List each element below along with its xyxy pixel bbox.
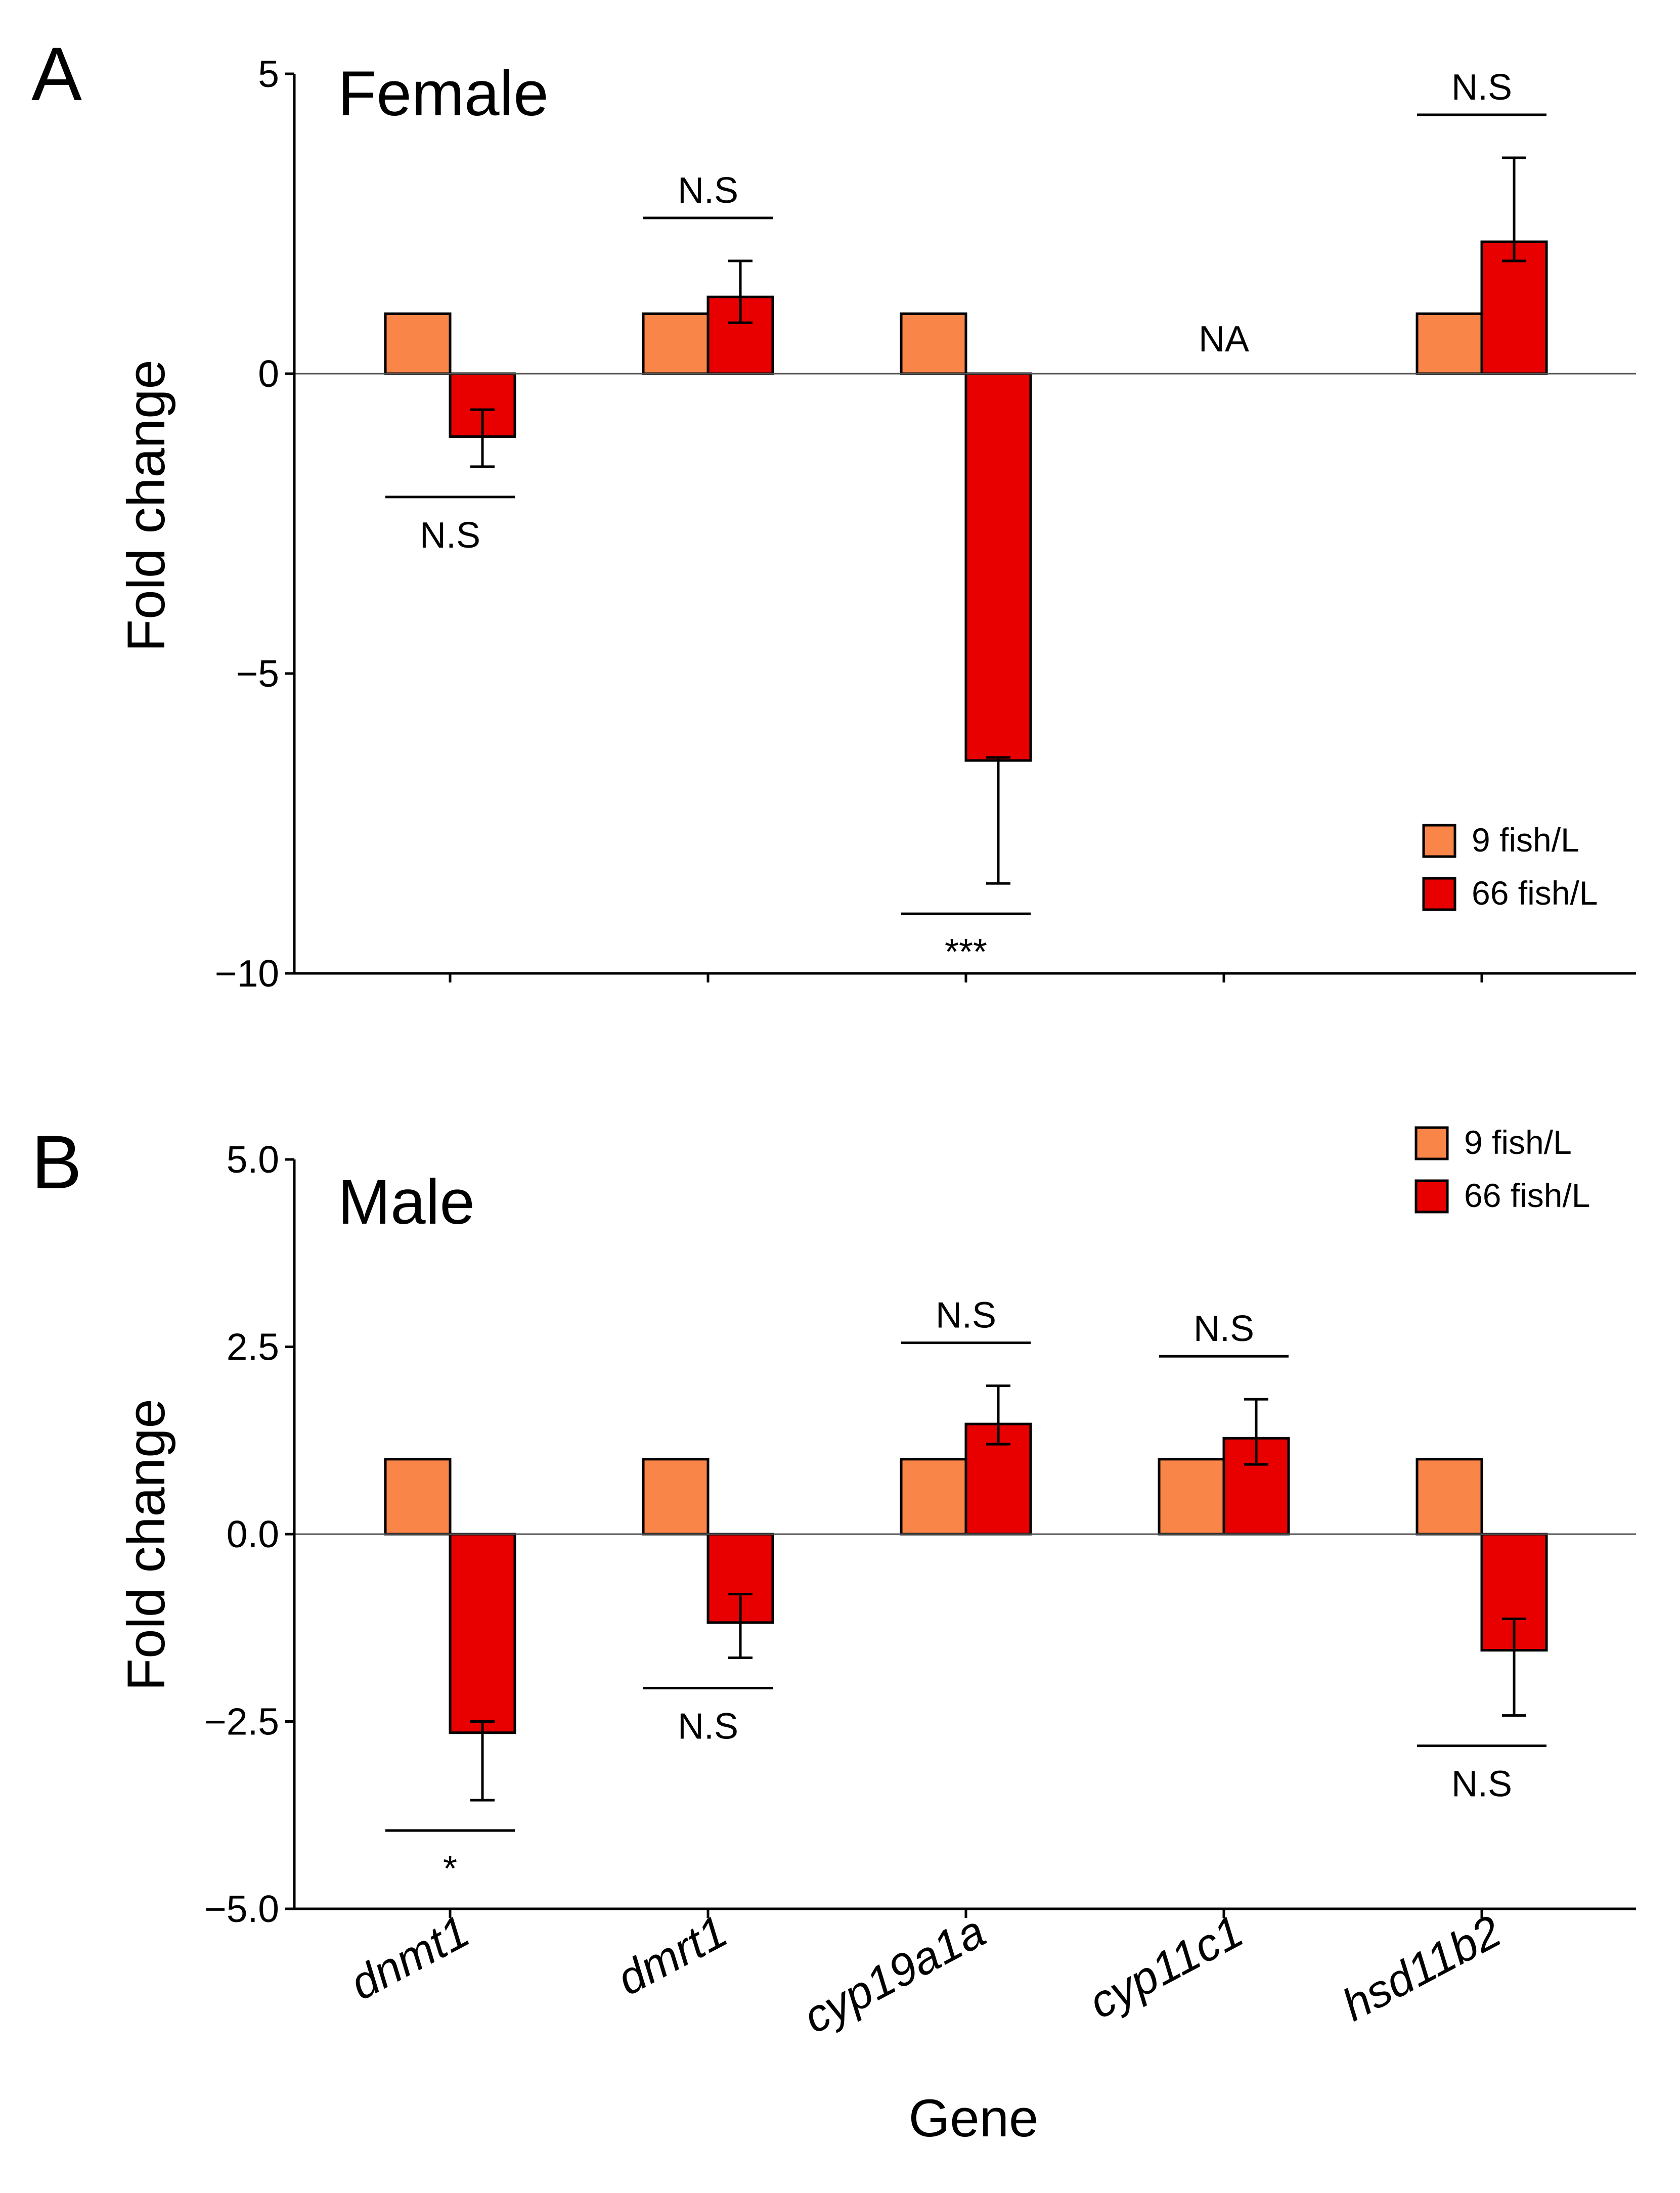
- na-label: NA: [1199, 319, 1249, 360]
- x-axis-label: Gene: [909, 2089, 1039, 2148]
- y-tick-label: −2.5: [204, 1700, 279, 1743]
- panel-title: Male: [338, 1167, 475, 1237]
- significance-label-dnmt1: *: [443, 1849, 457, 1889]
- significance-label-dmrt1: N.S: [678, 1707, 738, 1747]
- x-tick-label-cyp19a1a: cyp19a1a: [795, 1906, 994, 2043]
- bar-cyp11c1-low-density: [1158, 1458, 1225, 1536]
- error-bars: [470, 1384, 1526, 1802]
- y-tick-label: −5: [236, 652, 279, 695]
- bar-dmrt1-low-density: [642, 1458, 710, 1536]
- x-tick-label-dmrt1: dmrt1: [609, 1906, 735, 2005]
- legend-label: 66 fish/L: [1472, 874, 1598, 912]
- legend-swatch-high-density: [1422, 877, 1456, 911]
- y-tick-label: 2.5: [227, 1326, 279, 1368]
- panel-b-male: B Male Fold change 5.0 2.5 0.0 −2.5 −5.0 * N.…: [31, 1120, 1636, 1930]
- panel-a-female: A Female Fold change 5 0 −5 −10 N.S N.S *** NA…: [31, 31, 1636, 995]
- x-tick-label-hsd11b2: hsd11b2: [1334, 1906, 1509, 2031]
- legend: 9 fish/L 66 fish/L: [1422, 821, 1598, 912]
- significance-label-cyp19a1a: N.S: [936, 1295, 996, 1336]
- error-bars: [470, 156, 1526, 885]
- y-tick-label: −5.0: [204, 1888, 279, 1930]
- x-tick-label-cyp11c1: cyp11c1: [1081, 1906, 1251, 2029]
- significance-label-hsd11b2: N.S: [1451, 1764, 1512, 1805]
- x-ticks: [449, 1909, 1483, 1918]
- legend-label: 9 fish/L: [1464, 1124, 1572, 1161]
- bar-dnmt1-high-density: [449, 1533, 516, 1734]
- panel-letter: B: [31, 1120, 82, 1204]
- significance-label-dmrt1: N.S: [678, 170, 738, 211]
- bar-dnmt1-low-density: [384, 1458, 452, 1536]
- y-axis-label: Fold change: [117, 360, 176, 652]
- x-tick-label-dnmt1: dnmt1: [342, 1906, 478, 2010]
- panel-letter: A: [31, 31, 82, 116]
- y-tick-label: 0: [258, 352, 279, 395]
- y-tick-label: −10: [215, 952, 279, 995]
- y-axis-label: Fold change: [117, 1399, 176, 1691]
- significance-label-cyp19a1a: ***: [945, 932, 987, 972]
- bar-cyp19a1a-low-density: [900, 1458, 967, 1536]
- legend-label: 9 fish/L: [1472, 821, 1579, 859]
- significance-label-dnmt1: N.S: [420, 515, 480, 556]
- legend-swatch-low-density: [1414, 1126, 1449, 1160]
- legend-swatch-high-density: [1414, 1179, 1449, 1214]
- x-ticks: [449, 973, 1483, 982]
- legend: 9 fish/L 66 fish/L: [1414, 1124, 1590, 1214]
- y-ticks: 5.0 2.5 0.0 −2.5 −5.0: [204, 1138, 294, 1930]
- significance-label-hsd11b2: N.S: [1451, 67, 1512, 108]
- y-tick-label: 0.0: [227, 1513, 279, 1555]
- legend-swatch-low-density: [1422, 824, 1456, 858]
- bar-dnmt1-low-density: [384, 312, 452, 375]
- y-tick-label: 5.0: [227, 1138, 279, 1181]
- significance-annotations: * N.S N.S N.S N.S: [385, 1295, 1546, 1889]
- y-ticks: 5 0 −5 −10: [215, 53, 294, 995]
- bar-hsd11b2-low-density: [1416, 1458, 1483, 1536]
- bar-hsd11b2-low-density: [1416, 312, 1483, 375]
- bar-cyp19a1a-low-density: [900, 312, 967, 375]
- y-tick-label: 5: [258, 53, 279, 95]
- panel-title: Female: [338, 59, 549, 129]
- significance-label-cyp11c1: N.S: [1193, 1309, 1254, 1349]
- legend-label: 66 fish/L: [1464, 1177, 1590, 1214]
- significance-annotations: N.S N.S *** NA N.S: [385, 67, 1546, 972]
- bar-dmrt1-low-density: [642, 312, 710, 375]
- bars: [384, 240, 1548, 762]
- x-tick-labels: dnmt1 dmrt1 cyp19a1a cyp11c1 hsd11b2: [342, 1906, 1510, 2043]
- bar-cyp19a1a-high-density: [964, 372, 1032, 762]
- bars: [384, 1422, 1548, 1734]
